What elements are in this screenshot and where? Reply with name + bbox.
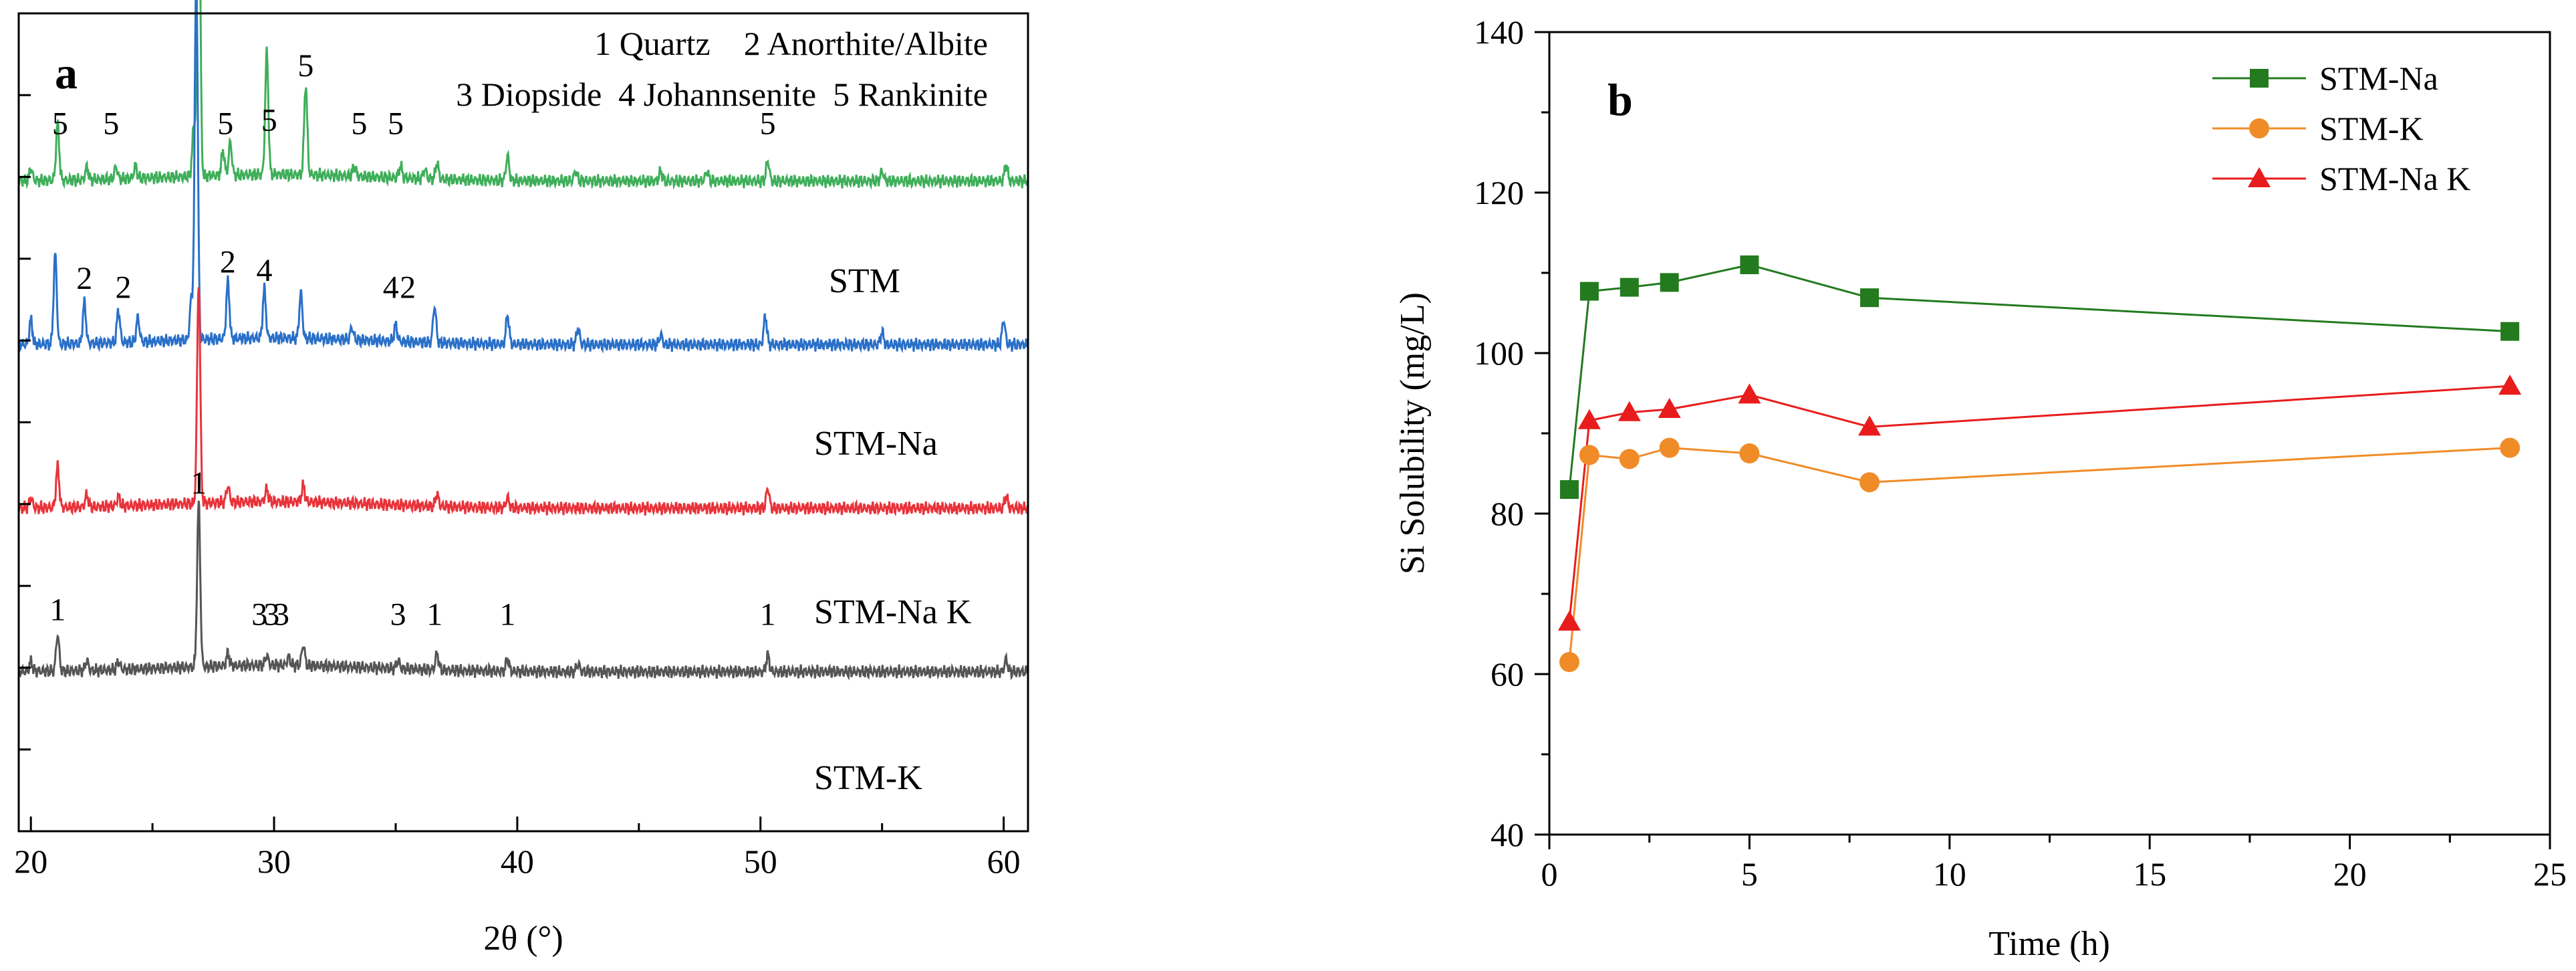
xrd-peak-annotation: 3 bbox=[251, 597, 267, 633]
panel-b-x-ticks: 0 5 10 15 20 25 bbox=[1541, 835, 2567, 893]
xrd-peak-annotation: 1 bbox=[760, 597, 776, 633]
panel-b-y-tick-label: 60 bbox=[1491, 655, 1524, 693]
panel-b-y-tick-label: 140 bbox=[1474, 13, 1524, 51]
xrd-peak-annotation: 1 bbox=[49, 592, 66, 627]
panel-b-x-tick-label: 20 bbox=[2333, 855, 2367, 893]
xrd-peak-annotation: 2 bbox=[76, 261, 92, 296]
xrd-peak-annotation: 3 bbox=[390, 597, 406, 633]
panel-b-x-tick-label: 25 bbox=[2533, 855, 2567, 893]
data-point-stm-na bbox=[1860, 288, 1880, 308]
xrd-traces bbox=[17, 0, 1029, 681]
panel-a-frame bbox=[17, 12, 1029, 833]
panel-a-x-tick-label: 40 bbox=[501, 843, 534, 880]
data-point-stm-k bbox=[1579, 445, 1599, 465]
panel-b-legend: STM-Na STM-K STM-Na K bbox=[2212, 60, 2470, 197]
panel-b-label: b bbox=[1607, 74, 1633, 125]
xrd-peak-annotation: 5 bbox=[261, 102, 277, 138]
xrd-peak-annotation: 5 bbox=[760, 106, 776, 142]
xrd-peak-annotation: 2 bbox=[400, 269, 416, 305]
panel-a-x-tick-label: 20 bbox=[14, 843, 47, 880]
panel-a-legend-line-2: 3 Diopside 4 Johannsenite 5 Rankinite bbox=[456, 76, 988, 113]
legend-marker-stm-k bbox=[2249, 118, 2269, 138]
panel-b-y-tick-label: 120 bbox=[1474, 174, 1524, 211]
data-point-stm-k bbox=[1619, 449, 1640, 469]
xrd-trace-stm-na-k bbox=[17, 287, 1029, 517]
panel-b-y-axis-label: Si Solubility (mg/L) bbox=[1394, 292, 1432, 574]
data-point-stm-na bbox=[1620, 278, 1639, 297]
panel-b-x-tick-label: 10 bbox=[1933, 855, 1966, 893]
panel-a-y-ticks bbox=[19, 94, 31, 751]
series-line-stm-na-k bbox=[1568, 385, 2510, 623]
xrd-peak-annotation: 5 bbox=[351, 106, 367, 142]
panel-b-x-tick-label: 15 bbox=[2133, 855, 2166, 893]
xrd-peak-annotation: 3 bbox=[273, 597, 289, 633]
xrd-series-labels: STM STM-Na STM-Na K STM-K bbox=[814, 262, 972, 797]
xrd-peak-annotation: 4 bbox=[256, 253, 272, 288]
xrd-trace-stm bbox=[18, 0, 1029, 190]
series-line-stm-k bbox=[1568, 447, 2510, 663]
panel-a-x-tick-label: 50 bbox=[744, 843, 777, 880]
data-point-stm-na bbox=[1559, 480, 1579, 499]
panel-b-y-ticks: 40 60 80 100 120 140 bbox=[1474, 13, 1549, 853]
data-point-stm-na-k bbox=[1658, 398, 1681, 418]
panel-b-solubility-chart: 0 5 10 15 20 25 40 60 80 100 120 140 b STM-Na STM-K… bbox=[1394, 13, 2567, 963]
legend-label-stm-k: STM-K bbox=[2319, 110, 2424, 147]
xrd-peak-annotation: 1 bbox=[499, 597, 515, 633]
data-point-stm-k bbox=[2500, 437, 2521, 458]
panel-b-y-tick-label: 40 bbox=[1491, 816, 1524, 853]
data-point-stm-na bbox=[1740, 255, 1759, 274]
xrd-peak-annotation: 5 bbox=[52, 106, 68, 142]
xrd-series-label: STM bbox=[829, 262, 900, 300]
xrd-peak-annotation: 1 bbox=[426, 597, 442, 633]
solubility-series-lines bbox=[1568, 263, 2510, 663]
panel-a-label: a bbox=[55, 47, 78, 98]
data-point-stm-na-k bbox=[1738, 383, 1761, 404]
data-point-stm-na-k bbox=[1618, 401, 1641, 421]
legend-marker-stm-na bbox=[2250, 69, 2269, 88]
data-point-stm-na-k bbox=[1858, 415, 1882, 436]
legend-label-stm-na: STM-Na bbox=[2319, 60, 2438, 97]
xrd-peak-annotation: 3 bbox=[263, 597, 279, 633]
xrd-series-label: STM-Na bbox=[814, 425, 938, 463]
xrd-trace-stm-k bbox=[17, 500, 1029, 681]
xrd-peak-annotation: 5 bbox=[297, 48, 313, 84]
xrd-trace-stm-na bbox=[17, 0, 1029, 354]
legend-label-stm-na-k: STM-Na K bbox=[2319, 160, 2470, 197]
xrd-series-label: STM-K bbox=[814, 759, 922, 797]
panel-b-x-axis-label: Time (h) bbox=[1988, 925, 2110, 963]
xrd-peak-annotation: 5 bbox=[217, 106, 233, 142]
data-point-stm-na bbox=[1660, 273, 1679, 292]
panel-a-x-tick-label: 60 bbox=[987, 843, 1021, 880]
data-point-stm-k bbox=[1739, 443, 1760, 463]
legend-marker-stm-na-k bbox=[2248, 167, 2271, 187]
xrd-peak-annotation: 2 bbox=[220, 245, 236, 280]
xrd-peak-annotation: 5 bbox=[103, 106, 119, 142]
panel-a-x-ticks: 20 30 40 50 60 bbox=[14, 817, 1021, 880]
data-point-stm-k bbox=[1659, 437, 1680, 458]
panel-a-x-axis-label: 2θ (°) bbox=[483, 920, 563, 958]
data-point-stm-na-k bbox=[1577, 409, 1601, 429]
panel-b-frame bbox=[1548, 31, 2551, 836]
panel-b-x-tick-label: 0 bbox=[1541, 855, 1558, 893]
panel-b-y-tick-label: 100 bbox=[1474, 334, 1524, 372]
data-point-stm-na-k bbox=[2498, 374, 2522, 395]
panel-a-legend-line-1: 1 Quartz 2 Anorthite/Albite bbox=[594, 25, 988, 62]
data-point-stm-na-k bbox=[1557, 611, 1581, 631]
panel-a-x-tick-label: 30 bbox=[257, 843, 291, 880]
data-point-stm-k bbox=[1559, 652, 1579, 672]
panel-b-x-tick-label: 5 bbox=[1741, 855, 1758, 893]
xrd-peak-annotation: 4 bbox=[383, 269, 399, 305]
xrd-series-label: STM-Na K bbox=[814, 593, 972, 631]
panel-b-y-tick-label: 80 bbox=[1491, 495, 1524, 532]
solubility-series-markers bbox=[1557, 255, 2522, 672]
data-point-stm-k bbox=[1859, 472, 1880, 493]
xrd-peak-annotation: 5 bbox=[388, 106, 404, 142]
data-point-stm-na bbox=[2500, 322, 2520, 341]
data-point-stm-na bbox=[1579, 282, 1599, 301]
xrd-peak-annotation: 2 bbox=[115, 269, 131, 305]
xrd-peak-annotation: 1 bbox=[190, 465, 207, 501]
